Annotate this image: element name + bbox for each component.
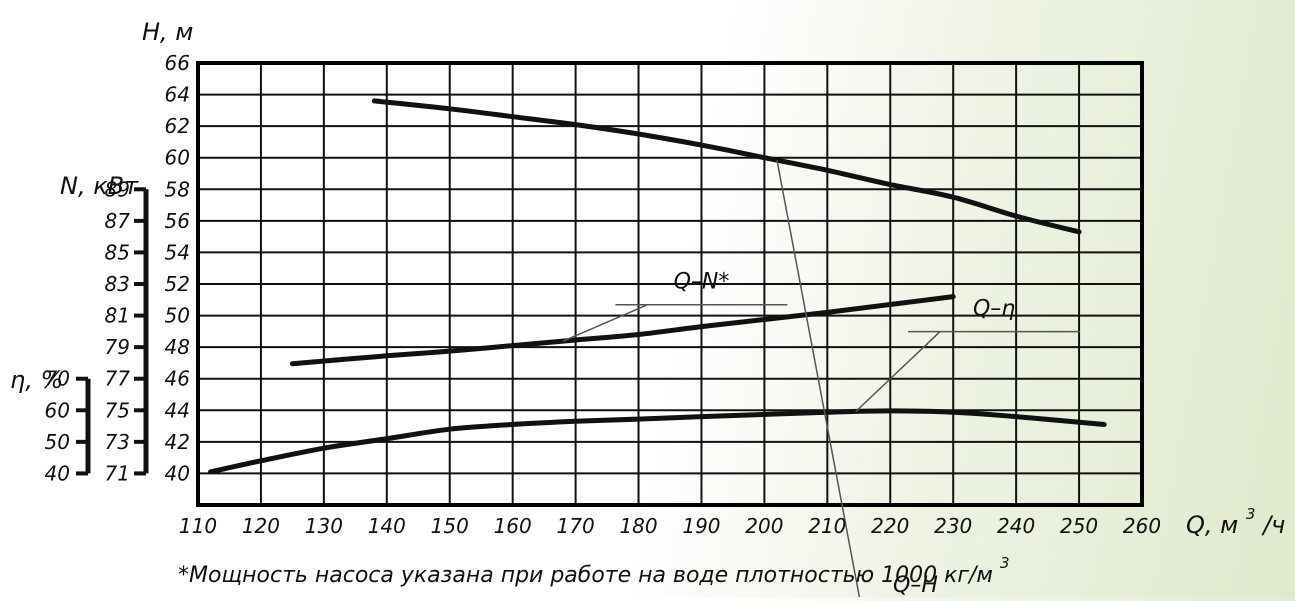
y-tick-label-h: 62: [165, 114, 190, 138]
x-tick-label: 110: [179, 514, 217, 538]
x-tick-label: 160: [494, 514, 532, 538]
x-tick-label: 170: [557, 514, 595, 538]
y-axis-title-n: N, кВт: [60, 172, 139, 200]
x-tick-label: 140: [368, 514, 406, 538]
x-tick-label: 190: [682, 514, 720, 538]
curve-label-leader: [562, 304, 648, 342]
y-tick-label-n: 83: [105, 272, 130, 296]
y-tick-label-n: 87: [105, 209, 131, 233]
y-tick-label-n: 85: [105, 240, 130, 264]
y-tick-label-n: 89: [105, 177, 130, 201]
x-tick-label: 180: [619, 514, 657, 538]
y-axis-title-h: Н, м: [142, 18, 193, 46]
y-tick-label-n: 73: [105, 430, 130, 454]
plot-frame: [196, 61, 1144, 507]
curve-label-leader: [855, 331, 941, 413]
x-tick-label: 200: [745, 514, 783, 538]
y-tick-label-h: 40: [165, 461, 190, 485]
x-axis-title-main: Q, м: [1186, 511, 1238, 539]
x-tick-label: 250: [1060, 514, 1098, 538]
x-tick-label: 220: [871, 514, 909, 538]
y-tick-label-eta: 60: [45, 398, 70, 422]
curve-label-q-n: Q–N*: [674, 270, 730, 295]
x-tick-label: 130: [305, 514, 343, 538]
x-tick-label: 210: [808, 514, 846, 538]
x-axis-title-sup: 3: [1246, 505, 1256, 523]
y-tick-label-h: 52: [165, 272, 190, 296]
x-tick-label: 240: [997, 514, 1035, 538]
y-tick-label-n: 79: [105, 335, 130, 359]
series-line-q-h: [371, 98, 1082, 235]
y-tick-label-eta: 50: [45, 430, 70, 454]
curves: [208, 98, 1107, 475]
x-tick-label: 150: [431, 514, 469, 538]
x-tick-label: 120: [242, 514, 280, 538]
curve-label-q-h: Q–H: [893, 573, 938, 597]
y-tick-label-n: 81: [105, 304, 130, 328]
curve-labels: Q–H Q–N* Q–η: [562, 160, 1081, 601]
footnote: *Мощность насоса указана при работе на в…: [178, 554, 1010, 588]
y-tick-label-h: 46: [165, 367, 190, 391]
curve-label-leader: [776, 160, 861, 601]
series-line-q-n: [289, 294, 956, 367]
y-tick-label-h: 44: [165, 398, 190, 422]
y-tick-label-h: 48: [165, 335, 190, 359]
y-tick-label-n: 71: [105, 461, 130, 485]
y-tick-label-h: 56: [165, 209, 190, 233]
y-tick-label-h: 50: [165, 304, 190, 328]
series-line-q-eta: [208, 408, 1107, 475]
footnote-sup: 3: [1000, 554, 1010, 572]
curve-label-q-eta: Q–η: [973, 297, 1015, 322]
x-axis-title: Q, м 3 /ч: [1186, 497, 1285, 539]
y-tick-label-h: 42: [165, 430, 190, 454]
y-axis-title-eta: η, %: [10, 366, 63, 394]
y-tick-label-h: 54: [165, 240, 190, 264]
y-tick-label-n: 77: [105, 367, 131, 391]
y-tick-label-n: 75: [105, 398, 130, 422]
y-tick-label-h: 66: [165, 51, 190, 75]
axes: 110 120 130 140 150 160 170 180 190 200 210 220 230 2…: [45, 51, 1162, 538]
y-tick-label-h: 58: [165, 177, 190, 201]
x-tick-label: 260: [1123, 514, 1161, 538]
y-tick-label-eta: 40: [45, 461, 70, 485]
x-axis-title-suffix: /ч: [1261, 511, 1285, 539]
grid: [196, 61, 1144, 507]
y-tick-label-eta: 70: [45, 367, 70, 391]
y-tick-label-h: 64: [165, 83, 190, 107]
y-tick-label-h: 60: [165, 146, 190, 170]
footnote-text: *Мощность насоса указана при работе на в…: [178, 563, 993, 588]
x-tick-label: 230: [934, 514, 972, 538]
